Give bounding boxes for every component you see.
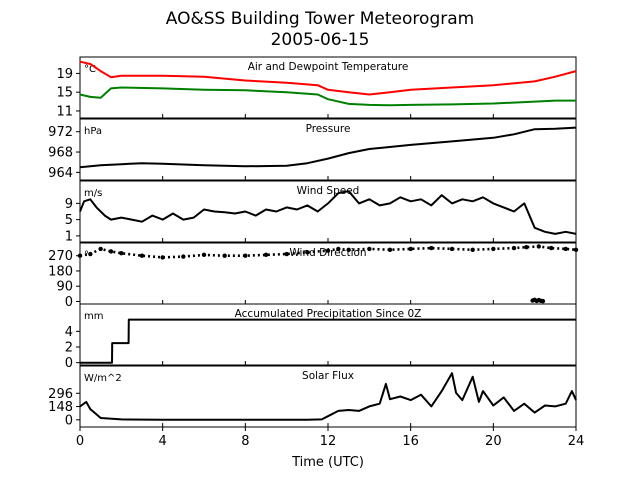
pressure-unit: hPa: [84, 126, 102, 137]
wind-speed-y-tick-label: 1: [65, 229, 73, 244]
panels: Air and Dewpoint Temperature°C111519Pres…: [48, 56, 579, 428]
accumulated-precipitation-since-0z-y-tick-label: 0: [65, 356, 73, 371]
pressure-series-0: [79, 126, 577, 169]
air-and-dewpoint-temperature-title: Air and Dewpoint Temperature: [248, 61, 409, 73]
x-axis-tick-label: 8: [241, 434, 249, 449]
x-axis-tick-label: 0: [76, 434, 84, 449]
wind-speed-panel: Wind Speed m/s 159: [65, 180, 577, 244]
air-and-dewpoint-temperature-series-1: [79, 86, 576, 107]
x-axis-tick-label: 16: [402, 434, 419, 449]
accumulated-precipitation-since-0z-unit: mm: [84, 311, 103, 322]
pressure-panel: Pressure hPa 964 968 972: [48, 118, 577, 181]
air-and-dewpoint-temperature-y-tick-label: 15: [56, 86, 73, 101]
air-and-dewpoint-temperature-y-tick-label: 19: [56, 67, 73, 82]
wind-speed-series-0: [79, 190, 577, 235]
x-axis-tick-label: 24: [568, 434, 585, 449]
pressure-title: Pressure: [306, 123, 351, 135]
solar-flux-y-tick-label: 296: [48, 387, 73, 402]
wind-direction-point: [563, 246, 568, 252]
accumulated-precipitation-since-0z-title: Accumulated Precipitation Since 0Z: [235, 308, 422, 320]
solar-flux-series-0: [79, 372, 577, 421]
pressure-y-tick-label: 964: [48, 166, 73, 181]
x-axis-label: Time (UTC): [291, 455, 364, 470]
wind-speed-y-tick-label: 9: [65, 197, 73, 212]
x-axis: 0 4 8 12 16 20 24: [76, 427, 584, 449]
wind-direction-point: [284, 251, 289, 257]
solar-flux-title: Solar Flux: [302, 370, 354, 382]
air-and-dewpoint-temperature-y-tick-label: 11: [56, 104, 73, 119]
air-and-dewpoint-temperature-panel: Air and Dewpoint Temperature °C 11 15 19: [56, 56, 577, 119]
wind-direction-point: [540, 298, 546, 304]
air-and-dewpoint-temperature-series-0: [79, 60, 577, 96]
pressure-y-tick-label: 968: [48, 146, 73, 161]
wind-speed-title: Wind Speed: [297, 185, 360, 197]
accumulated-precipitation-since-0z-y-tick-label: 4: [65, 325, 73, 340]
wind-direction-point: [408, 246, 413, 252]
wind-speed-y-tick-label: 5: [65, 213, 73, 228]
wind-direction-y-tick-label: 180: [48, 264, 73, 279]
x-axis-tick-label: 4: [159, 434, 167, 449]
wind-direction-point: [573, 247, 579, 252]
pressure-y-tick-label: 972: [48, 125, 73, 140]
solar-flux-unit: W/m^2: [84, 373, 122, 384]
wind-speed-unit: m/s: [84, 188, 102, 199]
solar-flux-y-tick-label: 0: [65, 413, 73, 428]
accumulated-precipitation-since-0z-series-0: [80, 318, 576, 364]
wind-direction-y-tick-label: 90: [56, 280, 73, 295]
air-and-dewpoint-temperature-unit: °C: [84, 64, 96, 75]
wind-direction-y-tick-label: 0: [65, 295, 73, 310]
wind-direction-y-tick-label: 270: [48, 249, 73, 264]
accumulated-precipitation-since-0z-panel: Accumulated Precipitation Since 0Z mm 024: [65, 303, 577, 371]
solar-flux-y-tick-label: 148: [48, 400, 73, 415]
wind-direction-series-0: [79, 245, 577, 259]
figure-subtitle: 2005-06-15: [271, 30, 370, 50]
x-axis-tick-label: 20: [485, 434, 502, 449]
x-axis-tick-label: 12: [320, 434, 337, 449]
figure-title: AO&SS Building Tower Meteorogram: [166, 9, 474, 29]
accumulated-precipitation-since-0z-y-tick-label: 2: [65, 341, 73, 356]
